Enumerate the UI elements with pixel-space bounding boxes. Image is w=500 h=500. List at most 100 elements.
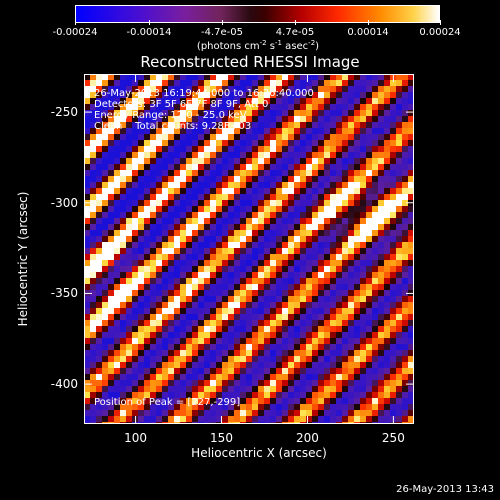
- heatmap-cell: [108, 290, 114, 296]
- heatmap-cell: [390, 302, 396, 308]
- heatmap-cell: [108, 410, 114, 416]
- heatmap-cell: [348, 242, 354, 248]
- heatmap-cell: [150, 350, 156, 356]
- heatmap-cell: [390, 380, 396, 386]
- x-tick-label: 100: [124, 431, 148, 445]
- heatmap-cell: [372, 92, 378, 98]
- heatmap-cell: [108, 176, 114, 182]
- heatmap-cell: [162, 92, 168, 98]
- heatmap-cell: [258, 182, 264, 188]
- heatmap-cell: [312, 170, 318, 176]
- heatmap-cell: [138, 392, 144, 398]
- heatmap-cell: [396, 158, 402, 164]
- heatmap-cell: [192, 272, 198, 278]
- heatmap-cell: [108, 164, 114, 170]
- heatmap-cell: [312, 80, 318, 86]
- heatmap-cell: [114, 362, 120, 368]
- heatmap-cell: [168, 260, 174, 266]
- heatmap-cell: [288, 410, 294, 416]
- heatmap-cell: [162, 284, 168, 290]
- heatmap-cell: [402, 140, 408, 146]
- heatmap-cell: [174, 302, 180, 308]
- heatmap-cell: [162, 200, 168, 206]
- heatmap-cell: [342, 380, 348, 386]
- heatmap-cell: [402, 236, 408, 242]
- heatmap-cell: [234, 164, 240, 170]
- heatmap-cell: [108, 236, 114, 242]
- heatmap-cell: [150, 128, 156, 134]
- heatmap-cell: [396, 284, 402, 290]
- heatmap-cell: [300, 146, 306, 152]
- heatmap-cell: [396, 278, 402, 284]
- heatmap-cell: [396, 314, 402, 320]
- heatmap-cell: [150, 320, 156, 326]
- heatmap-cell: [270, 410, 276, 416]
- heatmap-cell: [174, 296, 180, 302]
- heatmap-cell: [270, 320, 276, 326]
- heatmap-cell: [384, 272, 390, 278]
- heatmap-cell: [228, 278, 234, 284]
- heatmap-cell: [84, 416, 90, 422]
- heatmap-cell: [318, 236, 324, 242]
- heatmap-cell: [204, 266, 210, 272]
- heatmap-cell: [216, 188, 222, 194]
- heatmap-cell: [330, 248, 336, 254]
- heatmap-cell: [276, 320, 282, 326]
- colorbar-tick: [75, 20, 76, 25]
- heatmap-cell: [342, 296, 348, 302]
- heatmap-cell: [96, 380, 102, 386]
- heatmap-cell: [294, 254, 300, 260]
- heatmap-cell: [144, 98, 150, 104]
- heatmap-cell: [396, 380, 402, 386]
- heatmap-cell: [180, 80, 186, 86]
- heatmap-cell: [294, 200, 300, 206]
- heatmap-cell: [216, 116, 222, 122]
- heatmap-cell: [252, 188, 258, 194]
- heatmap-cell: [336, 416, 342, 422]
- heatmap-cell: [324, 326, 330, 332]
- heatmap-cell: [396, 206, 402, 212]
- timestamp: 26-May-2013 13:43: [396, 484, 494, 495]
- heatmap-cell: [198, 416, 204, 422]
- heatmap-cell: [174, 140, 180, 146]
- heatmap-cell: [258, 302, 264, 308]
- heatmap-cell: [150, 416, 156, 422]
- heatmap-cell: [252, 230, 258, 236]
- heatmap-cell: [390, 98, 396, 104]
- heatmap-cell: [198, 338, 204, 344]
- heatmap-cell: [288, 386, 294, 392]
- heatmap-cell: [354, 128, 360, 134]
- heatmap-cell: [402, 164, 408, 170]
- heatmap-cell: [276, 116, 282, 122]
- heatmap-cell: [396, 242, 402, 248]
- heatmap-cell: [180, 134, 186, 140]
- heatmap-cell: [168, 116, 174, 122]
- heatmap-cell: [168, 164, 174, 170]
- heatmap-cell: [216, 326, 222, 332]
- heatmap-cell: [408, 242, 414, 248]
- heatmap-cell: [198, 86, 204, 92]
- heatmap-cell: [372, 374, 378, 380]
- heatmap-cell: [96, 110, 102, 116]
- heatmap-cell: [360, 260, 366, 266]
- heatmap-cell: [390, 326, 396, 332]
- heatmap-cell: [354, 80, 360, 86]
- heatmap-cell: [282, 326, 288, 332]
- heatmap-cell: [90, 374, 96, 380]
- heatmap-cell: [204, 188, 210, 194]
- heatmap-cell: [270, 254, 276, 260]
- heatmap-cell: [258, 152, 264, 158]
- heatmap-cell: [150, 410, 156, 416]
- heatmap-cell: [216, 92, 222, 98]
- heatmap-cell: [402, 254, 408, 260]
- heatmap-cell: [348, 200, 354, 206]
- heatmap-cell: [300, 110, 306, 116]
- heatmap-cell: [132, 260, 138, 266]
- heatmap-cell: [198, 242, 204, 248]
- heatmap-cell: [138, 398, 144, 404]
- heatmap-cell: [156, 320, 162, 326]
- heatmap-cell: [174, 152, 180, 158]
- heatmap-cell: [288, 272, 294, 278]
- heatmap-cell: [372, 284, 378, 290]
- heatmap-cell: [252, 392, 258, 398]
